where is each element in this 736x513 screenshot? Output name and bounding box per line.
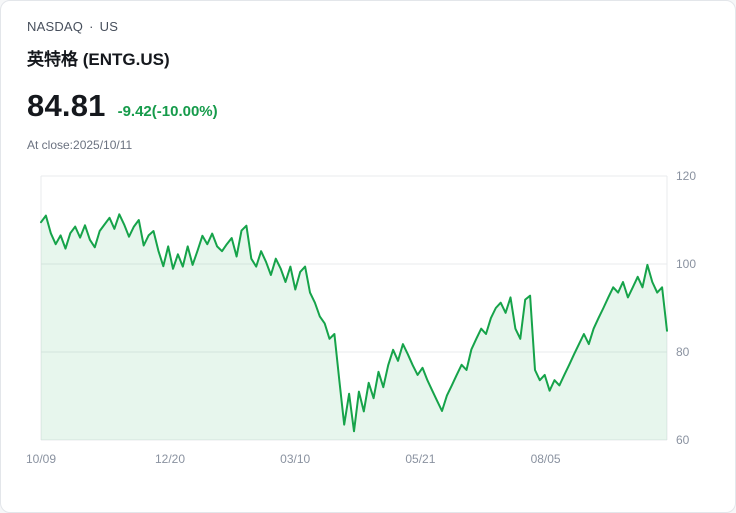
svg-text:100: 100 <box>676 257 696 271</box>
exchange-label: NASDAQ <box>27 19 84 34</box>
price-change: -9.42(-10.00%) <box>117 103 218 120</box>
exchange-info: NASDAQ · US <box>27 19 709 34</box>
svg-text:80: 80 <box>676 345 690 359</box>
svg-text:03/10: 03/10 <box>280 452 310 466</box>
svg-text:60: 60 <box>676 433 690 447</box>
svg-text:05/21: 05/21 <box>405 452 435 466</box>
svg-text:120: 120 <box>676 169 696 183</box>
price-chart-canvas[interactable]: 60 80 100 120 10/09 12/20 03/10 05/21 08/05 <box>26 164 711 476</box>
market-label: US <box>99 19 119 34</box>
svg-text:08/05: 08/05 <box>531 452 561 466</box>
price-row: 84.81 -9.42(-10.00%) <box>27 90 709 121</box>
current-price: 84.81 <box>27 88 106 123</box>
exchange-market-separator: · <box>89 19 94 34</box>
svg-text:12/20: 12/20 <box>155 452 185 466</box>
svg-text:10/09: 10/09 <box>26 452 56 466</box>
as-of-timestamp: At close:2025/10/11 <box>27 138 133 152</box>
stock-name: 英特格 (ENTG.US) <box>27 50 170 69</box>
price-chart[interactable]: 60 80 100 120 10/09 12/20 03/10 05/21 08/05 <box>26 164 711 476</box>
